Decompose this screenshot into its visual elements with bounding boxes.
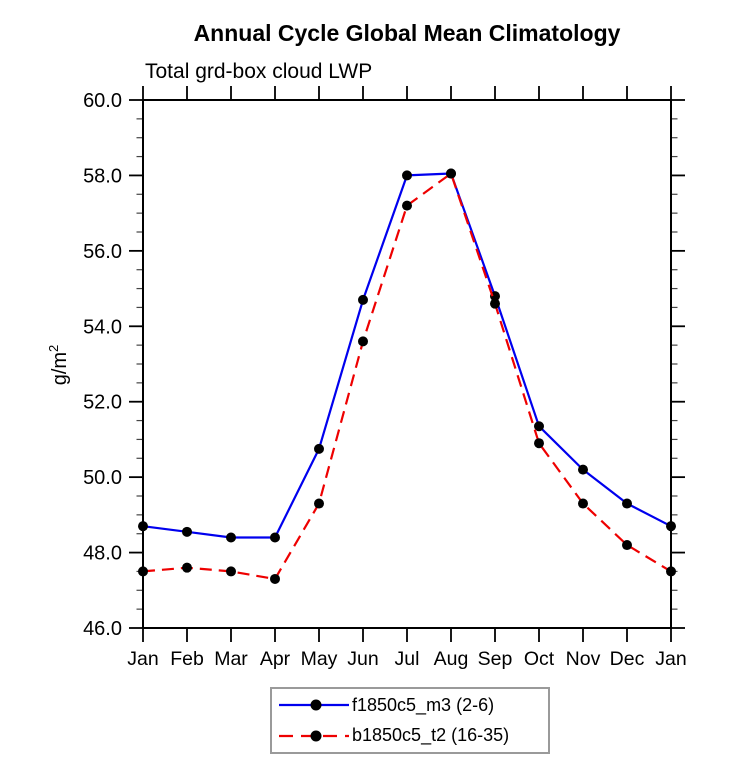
series-marker-1: [578, 498, 588, 509]
legend: f1850c5_m3 (2-6) b1850c5_t2 (16-35): [270, 687, 550, 754]
series-marker-0: [182, 526, 192, 537]
y-axis-unit-label: g/m2: [46, 345, 71, 386]
y-axis-tick-label: 56.0: [83, 241, 122, 263]
series-marker-0: [666, 521, 676, 532]
x-axis-label: Mar: [214, 648, 248, 670]
legend-line-sample-solid: [279, 699, 349, 711]
legend-item-f1850c5-m3: f1850c5_m3 (2-6): [276, 691, 548, 719]
y-axis-tick-label: 48.0: [83, 543, 122, 565]
x-axis-label: Dec: [610, 648, 645, 670]
series-marker-1: [182, 562, 192, 573]
x-axis-label: Jan: [655, 648, 686, 670]
legend-label-b1850c5-t2: b1850c5_t2 (16-35): [352, 725, 510, 746]
series-line-1: [142, 172, 672, 581]
series-marker-0: [578, 464, 588, 475]
legend-line-sample-dashed: [279, 730, 349, 742]
legend-item-b1850c5-t2: b1850c5_t2 (16-35): [276, 722, 548, 750]
series-marker-1: [138, 566, 148, 577]
legend-label-f1850c5-m3: f1850c5_m3 (2-6): [352, 694, 495, 715]
x-axis-label: Jun: [347, 648, 378, 670]
series-marker-1: [490, 298, 500, 309]
series-marker-1: [534, 438, 544, 449]
y-axis-tick-label: 52.0: [83, 392, 122, 414]
y-axis-tick-label: 58.0: [83, 165, 122, 187]
x-axis-label: Nov: [566, 648, 601, 670]
x-axis-label: Jan: [127, 648, 158, 670]
series-marker-0: [622, 498, 632, 509]
series-marker-0: [358, 294, 368, 305]
axis-frame: [142, 99, 672, 629]
series-marker-1: [666, 566, 676, 577]
series-marker-0: [226, 532, 236, 543]
series-marker-1: [402, 200, 412, 211]
series-marker-0: [138, 521, 148, 532]
series-marker-1: [270, 573, 280, 584]
chart-title: Annual Cycle Global Mean Climatology: [193, 20, 621, 46]
series-marker-1: [358, 336, 368, 347]
series-marker-1: [446, 168, 456, 179]
x-axis-label: Apr: [260, 648, 291, 670]
y-axis-tick-label: 60.0: [83, 90, 122, 112]
series-marker-0: [534, 421, 544, 432]
y-axis-tick-label: 54.0: [83, 316, 122, 338]
series-marker-0: [314, 443, 324, 454]
y-axis-tick-label: 50.0: [83, 467, 122, 489]
y-axis-tick-label: 46.0: [83, 618, 122, 640]
x-axis-label: Sep: [478, 648, 513, 670]
chart-subtitle: Total grd-box cloud LWP: [145, 60, 373, 83]
x-axis-label: Jul: [395, 648, 420, 670]
x-axis-label: Feb: [170, 648, 204, 670]
series-marker-1: [226, 566, 236, 577]
x-axis-label: Oct: [524, 648, 555, 670]
x-axis-label: Aug: [434, 648, 469, 670]
series-marker-1: [314, 498, 324, 509]
x-axis-label: May: [301, 648, 338, 670]
series-marker-0: [402, 170, 412, 181]
series-marker-0: [270, 532, 280, 543]
series-marker-1: [622, 540, 632, 551]
series-line-0: [142, 172, 672, 539]
